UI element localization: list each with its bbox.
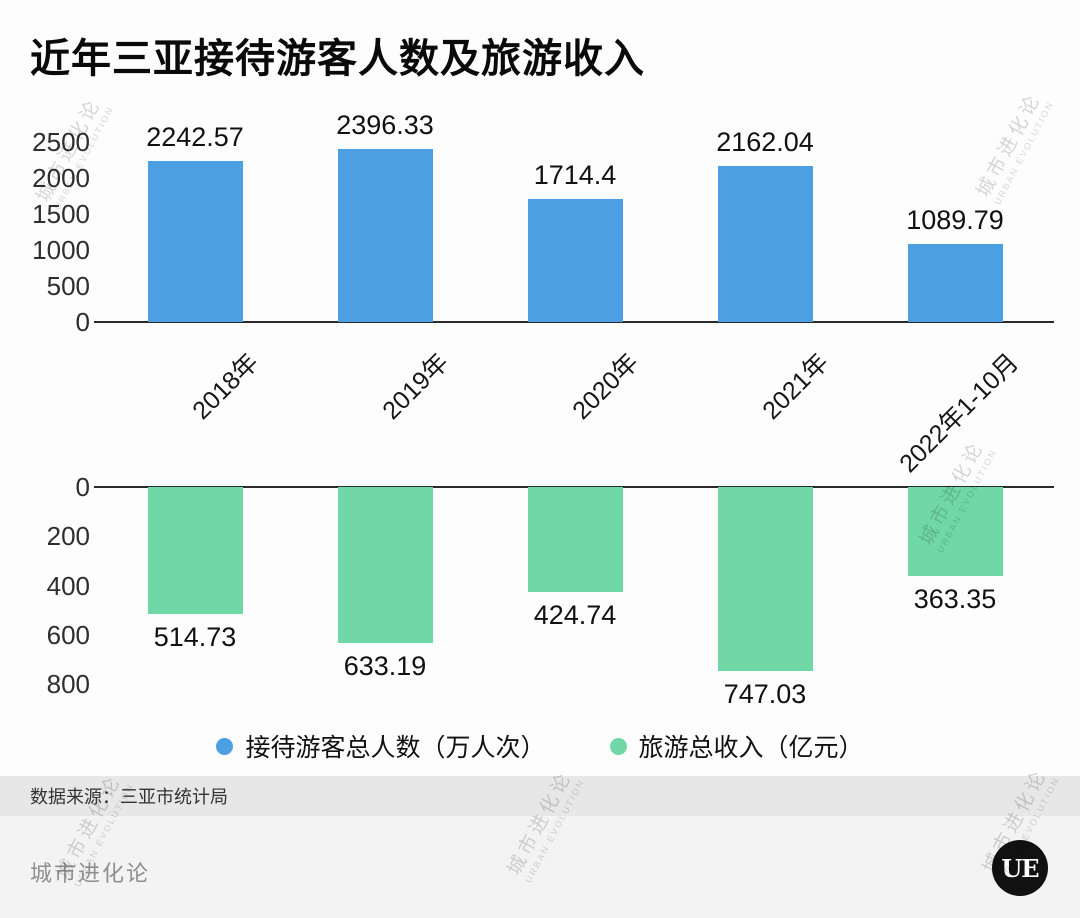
y-tick-label: 0 (75, 472, 90, 502)
tourist-count-bar (717, 166, 813, 322)
legend-label-revenue: 旅游总收入（亿元） (638, 734, 864, 762)
bar-value-label: 633.19 (343, 650, 427, 681)
legend-item-tourists: 接待游客总人数（万人次） (216, 728, 546, 764)
tourist-count-bar (337, 149, 433, 322)
y-tick-label: 0 (75, 307, 90, 337)
data-source-text: 数据来源：三亚市统计局 (30, 787, 228, 807)
y-tick-label: 1500 (32, 199, 90, 229)
bar-value-label: 363.35 (913, 584, 997, 615)
tourist-count-chart: 0 500 1000 1500 2000 2500 2242.57 2018年 2396.33 2… (32, 110, 1054, 478)
y-tick-label: 600 (46, 619, 90, 650)
bar-value-label: 2162.04 (716, 127, 814, 158)
bar-value-label: 514.73 (153, 621, 237, 652)
y-tick-label: 1000 (32, 235, 90, 265)
y-tick-label: 400 (46, 570, 90, 601)
tourism-revenue-bar (527, 487, 623, 592)
y-tick-label: 500 (46, 271, 90, 301)
ue-logo: UE (992, 840, 1048, 896)
bar-value-label: 1089.79 (906, 204, 1004, 235)
bar-value-label: 747.03 (723, 678, 807, 709)
legend-dot-green (609, 737, 627, 755)
tourism-revenue-bar (907, 487, 1003, 577)
tourist-count-bar (527, 198, 623, 322)
tourist-count-bar (147, 160, 243, 322)
bar-value-label: 2396.33 (336, 110, 434, 141)
bar-value-label: 1714.4 (533, 159, 617, 190)
tourism-revenue-bar (337, 487, 433, 643)
tourism-revenue-chart: 0 200 400 600 800 514.73 633.19 424.74 747.03 363… (47, 472, 1054, 709)
data-source-band: 数据来源：三亚市统计局 (0, 776, 1080, 816)
chart-legend: 接待游客总人数（万人次） 旅游总收入（亿元） (0, 728, 1080, 764)
tourist-count-bar (907, 243, 1003, 322)
tourism-revenue-bar (147, 487, 243, 614)
ue-logo-text: UE (1001, 853, 1039, 883)
tourism-revenue-bar (717, 487, 813, 671)
y-tick-label: 800 (46, 669, 90, 699)
y-tick-label: 200 (46, 521, 90, 552)
bar-value-label: 2242.57 (146, 121, 244, 152)
y-tick-label: 2500 (32, 127, 90, 157)
axis-line (94, 321, 1054, 323)
legend-label-tourists: 接待游客总人数（万人次） (245, 734, 546, 762)
page-title: 近年三亚接待游客人数及旅游收入 (30, 37, 645, 81)
y-tick-label: 2000 (32, 163, 90, 193)
brand-name: 城市进化论 (30, 861, 151, 886)
footer: 城市进化论 UE (0, 816, 1080, 918)
legend-item-revenue: 旅游总收入（亿元） (609, 728, 864, 764)
legend-dot-blue (216, 737, 234, 755)
bar-value-label: 424.74 (533, 599, 617, 630)
